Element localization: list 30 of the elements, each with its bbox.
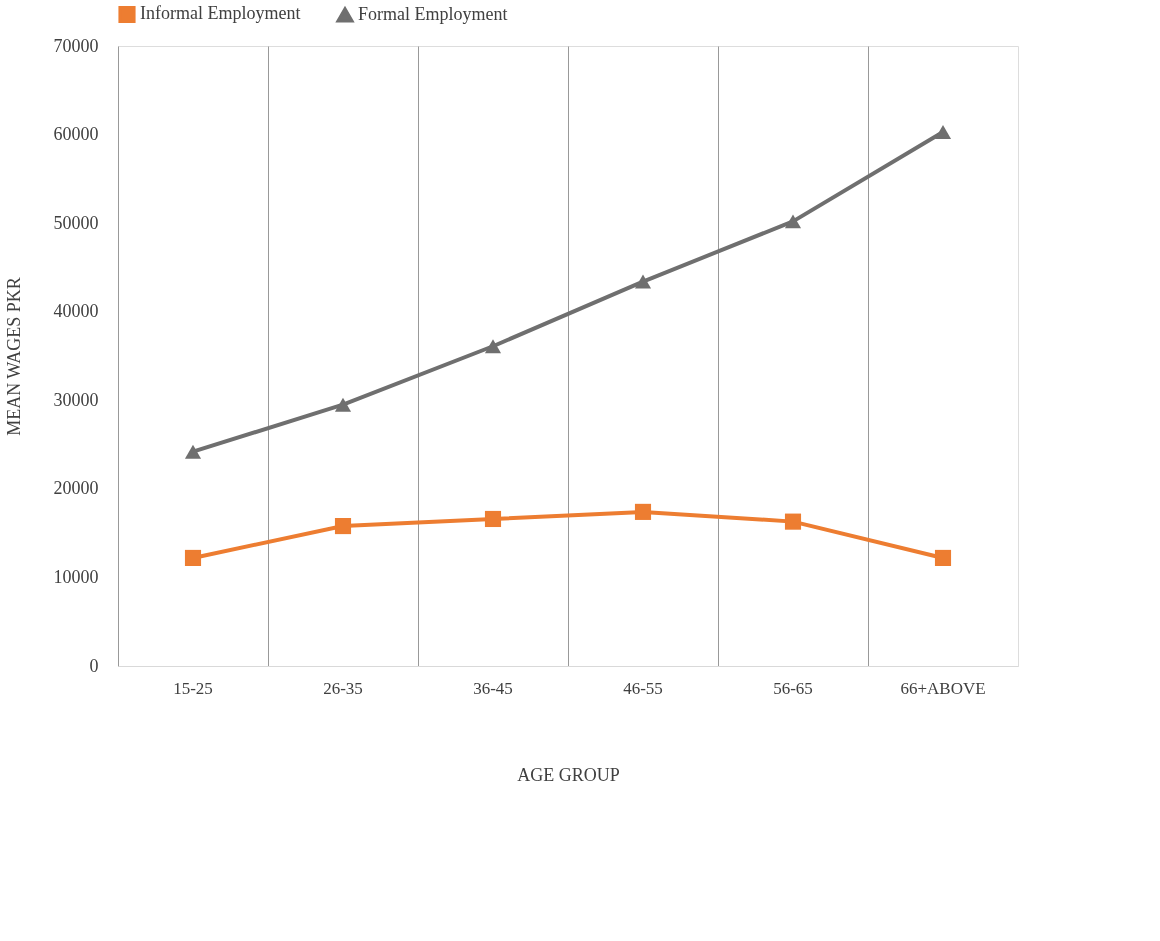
y-tick-label: 70000 [53,35,99,56]
point [184,549,202,567]
point [334,397,352,412]
x-tick-label: 26-35 [323,678,363,698]
point [484,510,502,528]
point [634,503,652,520]
y-tick-label: 0 [89,655,99,676]
y-tick-label: 50000 [53,212,99,233]
point [784,214,802,229]
x-tick-label: 15-25 [173,678,213,698]
y-axis-title: MEAN WAGES PKR [3,277,24,436]
point [484,339,502,354]
y-tick-label: 60000 [53,124,99,145]
x-tick-label: 46-55 [623,678,663,698]
legend-label: Informal Employment [140,3,301,24]
y-tick-label: 40000 [53,301,99,322]
x-axis-title: AGE GROUP [517,764,620,785]
y-tick-label: 20000 [53,478,99,499]
point [784,513,802,530]
point [934,124,952,139]
point [934,549,952,567]
x-tick-label: 36-45 [473,678,513,698]
point [184,444,202,459]
y-tick-label: 30000 [53,389,99,410]
x-tick-label: 56-65 [773,678,813,698]
point [634,274,652,289]
x-tick-label: 66+ABOVE [900,678,986,698]
point [334,518,352,535]
legend-label: Formal Employment [358,3,508,24]
y-tick-label: 10000 [53,566,99,587]
